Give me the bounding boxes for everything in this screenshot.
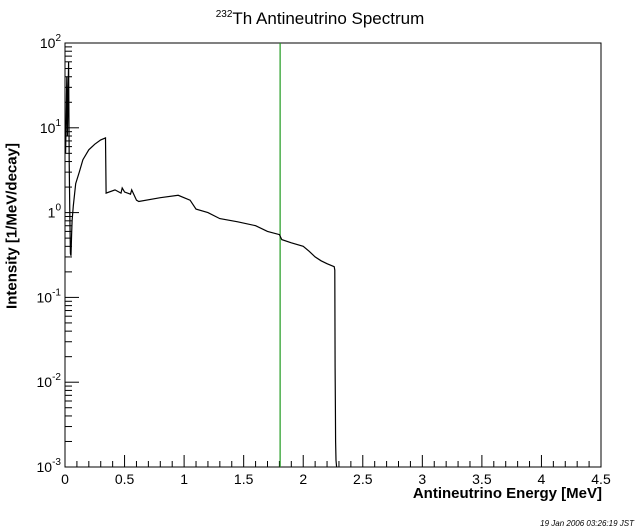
- y-tick-exponent: -3: [52, 457, 61, 468]
- y-tick-exponent: -1: [52, 287, 61, 298]
- y-tick-base: 10: [37, 374, 53, 390]
- x-tick-label: 2.5: [353, 471, 373, 487]
- x-tick-label: 4: [538, 471, 546, 487]
- x-tick-label: 1: [180, 471, 188, 487]
- y-tick-base: 10: [40, 35, 56, 51]
- y-tick-label: 10-2: [37, 372, 62, 390]
- x-tick-label: 0: [61, 471, 69, 487]
- spectrum-line: [65, 61, 338, 468]
- plot-frame: [64, 42, 602, 468]
- y-tick-base: 10: [40, 120, 56, 136]
- y-tick-exponent: -2: [52, 372, 61, 383]
- y-tick-exponent: 0: [55, 203, 61, 214]
- y-tick-label: 101: [40, 118, 62, 136]
- chart-title: 232Th Antineutrino Spectrum: [0, 9, 640, 29]
- y-tick-base: 1: [48, 205, 56, 221]
- x-tick-label: 0.5: [115, 471, 135, 487]
- title-text: Th Antineutrino Spectrum: [232, 9, 425, 28]
- y-tick-label: 10: [48, 203, 62, 221]
- x-tick-label: 3: [418, 471, 426, 487]
- y-axis-label: Intensity [1/MeV/decay]: [3, 143, 21, 309]
- title-superscript: 232: [215, 9, 233, 20]
- timestamp: 19 Jan 2006 03:26:19 JST: [540, 519, 634, 528]
- x-tick-label: 2: [299, 471, 307, 487]
- x-axis-label: Antineutrino Energy [MeV]: [412, 485, 602, 502]
- x-tick-label: 1.5: [234, 471, 254, 487]
- y-tick-label: 10-3: [37, 457, 62, 475]
- axis-ticks: [64, 42, 602, 468]
- y-tick-exponent: 2: [55, 33, 61, 44]
- x-tick-label: 4.5: [591, 471, 611, 487]
- y-tick-base: 10: [37, 459, 53, 475]
- y-tick-label: 102: [40, 33, 62, 51]
- y-tick-base: 10: [37, 289, 53, 305]
- y-tick-label: 10-1: [37, 287, 62, 305]
- x-tick-label: 3.5: [472, 471, 492, 487]
- y-tick-exponent: 1: [55, 118, 61, 129]
